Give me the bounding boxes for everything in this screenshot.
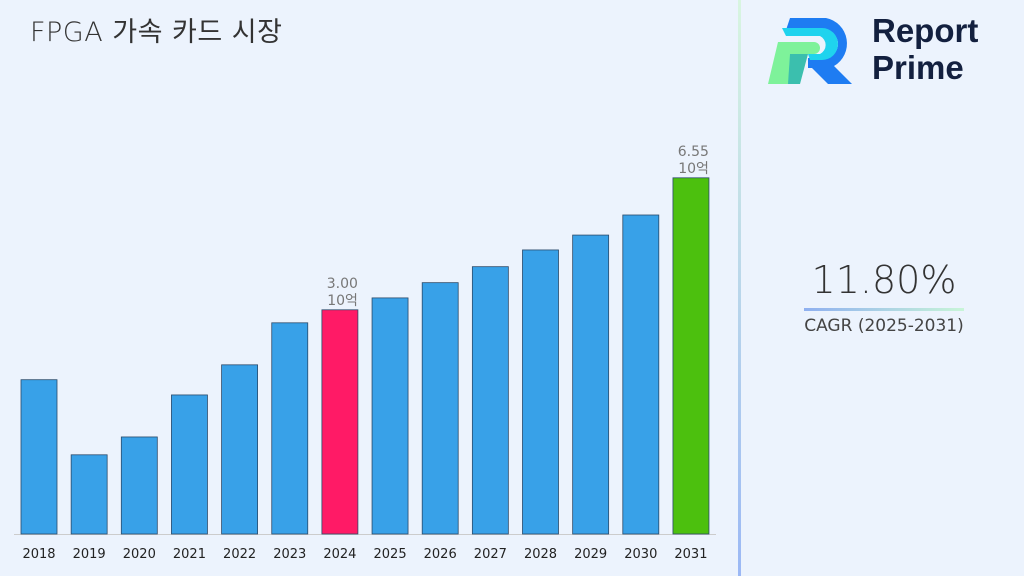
x-tick-label: 2025 (374, 547, 407, 562)
bar-2030 (622, 214, 660, 535)
bar-2027 (471, 266, 509, 535)
bar-2024 (321, 309, 359, 535)
bar-2026 (421, 282, 459, 535)
cagr-value: 11.80% (811, 258, 957, 302)
logo-line2: Prime (872, 49, 964, 86)
x-tick-label: 2023 (273, 547, 306, 562)
divider (738, 0, 741, 576)
bar-2029 (572, 234, 610, 535)
x-tick-label: 2027 (474, 547, 507, 562)
x-tick-label: 2031 (674, 547, 707, 562)
bar-2021 (171, 394, 208, 535)
cagr-label: CAGR (2025-2031) (804, 316, 964, 336)
bar-2020 (120, 436, 158, 535)
x-tick-label: 2020 (123, 547, 156, 562)
data-label-value: 6.55 (678, 144, 709, 160)
x-tick-label: 2019 (73, 547, 106, 562)
logo-line1: Report (872, 12, 979, 49)
data-label-value: 3.00 (327, 276, 358, 292)
bar-2031 (672, 177, 710, 535)
bar-2019 (70, 454, 108, 535)
x-tick-label: 2029 (574, 547, 607, 562)
bar-chart: 2018 2019 2020 2021 2022 2023 2024 2025 2026 2027… (14, 144, 716, 562)
x-tick-label: 2018 (22, 547, 55, 562)
report-prime-logo-icon (768, 18, 852, 84)
x-tick-label: 2021 (173, 547, 206, 562)
bar-2022 (221, 364, 259, 535)
data-label-unit: 10억 (327, 293, 358, 309)
x-tick-label: 2026 (424, 547, 457, 562)
x-tick-label: 2024 (323, 547, 356, 562)
bar-2025 (371, 297, 409, 535)
data-label-unit: 10억 (678, 161, 709, 177)
x-tick-label: 2022 (223, 547, 256, 562)
x-tick-label: 2030 (624, 547, 657, 562)
bar-2028 (522, 249, 559, 535)
x-tick-label: 2028 (524, 547, 557, 562)
bar-2018 (20, 379, 58, 535)
logo-text: Report Prime (872, 12, 978, 86)
chart-title: FPGA 가속 카드 시장 (30, 17, 283, 48)
cagr-underline (804, 308, 964, 311)
bar-2023 (271, 322, 309, 535)
